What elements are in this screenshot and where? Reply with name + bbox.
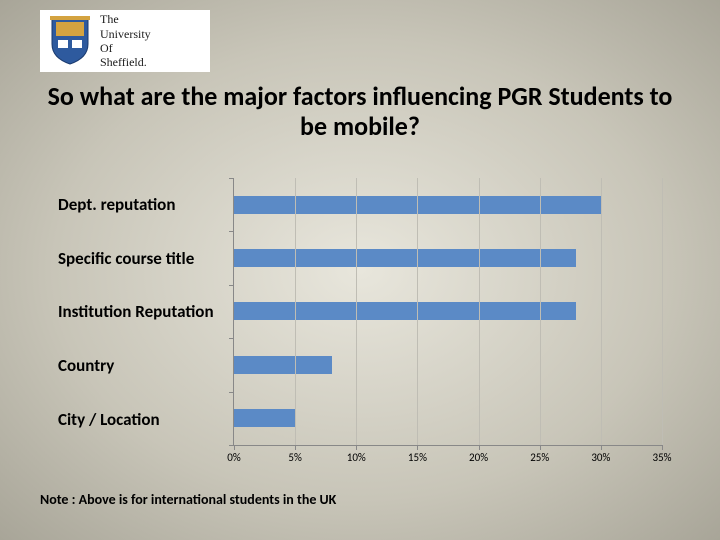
x-tick bbox=[234, 445, 235, 450]
gridline bbox=[601, 178, 602, 445]
university-logo: The University Of Sheffield. bbox=[40, 10, 210, 72]
page-title: So what are the major factors influencin… bbox=[0, 82, 720, 142]
crest-icon bbox=[48, 16, 92, 66]
y-tick bbox=[229, 285, 234, 286]
logo-line-4: Sheffield. bbox=[100, 55, 151, 69]
chart-bars bbox=[234, 178, 662, 445]
y-tick bbox=[229, 178, 234, 179]
bar-row bbox=[234, 289, 662, 333]
logo-line-1: The bbox=[100, 12, 151, 26]
x-tick bbox=[662, 445, 663, 450]
y-tick bbox=[229, 231, 234, 232]
factors-bar-chart: Dept. reputation Specific course title I… bbox=[58, 178, 662, 446]
bar-row bbox=[234, 183, 662, 227]
x-tick-label: 10% bbox=[347, 451, 366, 464]
y-tick bbox=[229, 445, 234, 446]
y-label: City / Location bbox=[58, 397, 227, 441]
y-tick bbox=[229, 338, 234, 339]
x-tick bbox=[601, 445, 602, 450]
logo-line-2: University bbox=[100, 27, 151, 41]
x-tick-label: 5% bbox=[288, 451, 301, 464]
bar-row bbox=[234, 396, 662, 440]
chart-x-labels: 0%5%10%15%20%25%30%35% bbox=[234, 445, 662, 465]
chart-plot-area: 0%5%10%15%20%25%30%35% bbox=[233, 178, 662, 446]
x-tick bbox=[479, 445, 480, 450]
x-tick-label: 20% bbox=[469, 451, 488, 464]
bar bbox=[234, 249, 576, 267]
bar bbox=[234, 302, 576, 320]
x-tick bbox=[295, 445, 296, 450]
bar-row bbox=[234, 236, 662, 280]
gridline bbox=[295, 178, 296, 445]
y-label: Country bbox=[58, 344, 227, 388]
x-tick bbox=[417, 445, 418, 450]
x-tick-label: 15% bbox=[408, 451, 427, 464]
bar bbox=[234, 356, 332, 374]
x-tick-label: 35% bbox=[652, 451, 671, 464]
x-tick-label: 0% bbox=[227, 451, 240, 464]
gridline bbox=[417, 178, 418, 445]
chart-y-labels: Dept. reputation Specific course title I… bbox=[58, 178, 233, 446]
gridline bbox=[662, 178, 663, 445]
gridline bbox=[356, 178, 357, 445]
x-tick bbox=[540, 445, 541, 450]
y-label: Dept. reputation bbox=[58, 183, 227, 227]
footnote-text: Note : Above is for international studen… bbox=[40, 491, 336, 508]
gridline bbox=[479, 178, 480, 445]
logo-text: The University Of Sheffield. bbox=[100, 12, 151, 70]
x-tick-label: 30% bbox=[591, 451, 610, 464]
logo-line-3: Of bbox=[100, 41, 151, 55]
y-label: Institution Reputation bbox=[58, 290, 227, 334]
bar-row bbox=[234, 343, 662, 387]
x-tick bbox=[356, 445, 357, 450]
gridline bbox=[540, 178, 541, 445]
y-tick bbox=[229, 392, 234, 393]
y-label: Specific course title bbox=[58, 236, 227, 280]
bar bbox=[234, 409, 295, 427]
x-tick-label: 25% bbox=[530, 451, 549, 464]
